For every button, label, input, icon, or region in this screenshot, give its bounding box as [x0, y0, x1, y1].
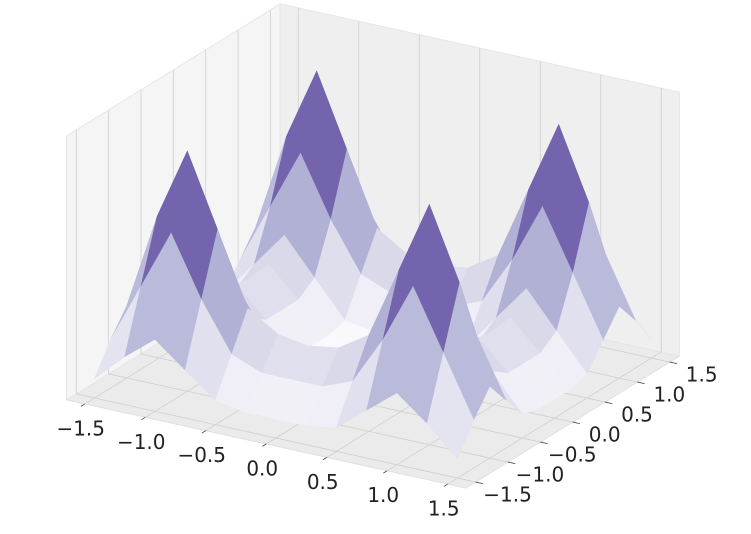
- y-tick-label: 0.0: [589, 423, 621, 447]
- grid-line: [76, 393, 476, 483]
- x-tick-label: −0.5: [177, 443, 226, 467]
- x-tick: [141, 416, 146, 421]
- x-tick-label: −1.0: [117, 430, 166, 454]
- x-tick: [383, 470, 388, 474]
- y-tick-label: 1.5: [686, 363, 718, 387]
- y-tick: [637, 381, 645, 385]
- surface: [93, 70, 652, 460]
- y-tick: [604, 401, 613, 405]
- y-tick-label: 0.5: [621, 403, 653, 427]
- x-tick-label: 0.0: [246, 457, 278, 481]
- x-tick-label: 1.5: [428, 497, 460, 521]
- x-tick: [322, 457, 327, 461]
- y-tick: [507, 461, 516, 465]
- y-tick-label: 1.0: [653, 383, 685, 407]
- y-tick-label: −1.5: [483, 483, 532, 507]
- surface-facet: [426, 352, 474, 460]
- x-tick: [80, 403, 85, 407]
- y-tick-label: −0.5: [548, 443, 597, 467]
- x-tick: [262, 443, 267, 447]
- y-tick: [475, 481, 483, 485]
- x-tick-label: 0.5: [307, 470, 339, 494]
- y-tick-label: −1.0: [516, 463, 565, 487]
- x-tick: [201, 430, 206, 434]
- x-tick: [443, 483, 448, 487]
- x-tick-label: −1.5: [56, 416, 105, 440]
- x-tick-label: 1.0: [367, 483, 399, 507]
- y-tick: [572, 421, 580, 425]
- y-tick: [540, 441, 548, 445]
- y-tick: [669, 361, 678, 365]
